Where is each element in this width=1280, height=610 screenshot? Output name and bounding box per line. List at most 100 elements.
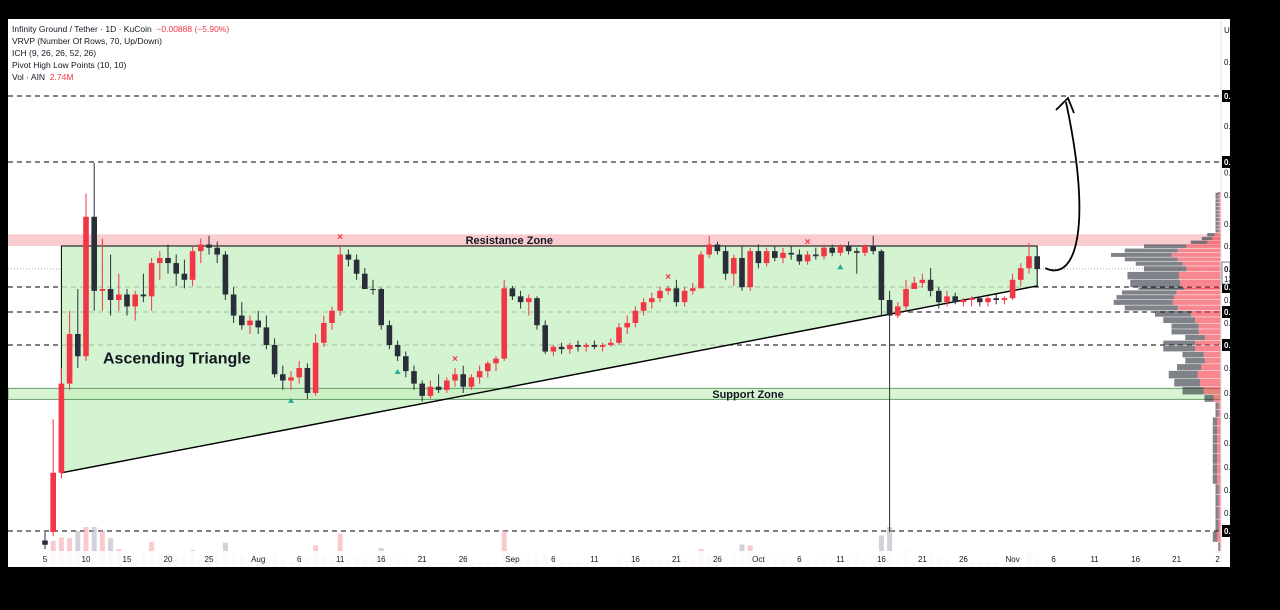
volume-profile-bar-down: [1215, 519, 1219, 532]
volume-profile-bar-down: [1155, 310, 1192, 317]
price-chart[interactable]: × × × × Resistance Zone Support Zone Ascendin…: [8, 19, 1230, 567]
candle-body: [911, 282, 917, 289]
legend-vol-value: 2.74M: [49, 72, 74, 82]
volume-profile-bar-down: [1215, 484, 1219, 495]
candle-body: [870, 246, 876, 252]
date-axis: 5 10 15 20 25 Aug 6 11 16 21 26 Sep 6 11 16 21 26 Oct 6 11 1…: [8, 551, 1221, 567]
volume-bar: [99, 531, 105, 567]
volume-profile-bar-up: [1218, 225, 1221, 229]
volume-profile-bar-up: [1195, 340, 1221, 346]
volume-profile-bar-down: [1215, 193, 1219, 195]
candle-body: [42, 540, 48, 545]
candle-body: [403, 356, 409, 372]
candle-body: [739, 257, 745, 288]
volume-profile-bar-down: [1163, 340, 1196, 346]
key-level-label: 0.13210: [1224, 283, 1230, 292]
date-tick-label: 21: [418, 555, 427, 564]
candle-body: [304, 368, 311, 393]
volume-profile-bar-down: [1144, 244, 1187, 249]
legend-ich[interactable]: ICH (9, 26, 26, 52, 26): [12, 48, 97, 58]
volume-profile-bar-up: [1218, 202, 1221, 207]
volume-profile-bar-down: [1135, 261, 1183, 266]
volume-profile-bar-up: [1219, 542, 1221, 553]
volume-bar: [91, 527, 97, 567]
volume-profile: [1111, 192, 1221, 553]
triangle-support-trendline: [61, 285, 1038, 474]
volume-profile-bar-down: [1163, 345, 1196, 352]
candle-body: [681, 290, 688, 303]
key-level-label: 0.21555: [1224, 158, 1230, 167]
volume-profile-bar-up: [1218, 193, 1221, 195]
volume-profile-bar-up: [1218, 494, 1221, 507]
candle-body: [706, 244, 712, 255]
volume-profile-bar-down: [1215, 192, 1219, 194]
volume-profile-bar-down: [1130, 279, 1181, 288]
volume-profile-bar-up: [1186, 266, 1221, 272]
candle-body: [107, 289, 114, 300]
candle-body: [599, 345, 606, 347]
candle-body: [337, 254, 343, 311]
candle-body: [936, 290, 942, 303]
candle-body: [583, 345, 589, 347]
support-zone: [8, 387, 1222, 400]
key-level-badge: [1222, 156, 1230, 168]
volume-profile-bar-up: [1217, 443, 1221, 454]
price-tick-label: 0.19000: [1224, 191, 1230, 200]
volume-profile-bar-down: [1215, 206, 1219, 210]
candle-body: [509, 288, 516, 297]
volume-profile-bar-down: [1174, 378, 1200, 387]
candle-body: [296, 368, 302, 378]
candle-body: [616, 327, 622, 343]
volume-profile-bar-down: [1212, 464, 1218, 474]
volume-profile-bar-up: [1195, 317, 1221, 324]
candle-body: [66, 334, 73, 384]
candle-body: [878, 251, 885, 300]
legend-pivot[interactable]: Pivot High Low Points (10, 10): [12, 60, 127, 70]
date-tick-label: 21: [1172, 555, 1181, 564]
volume-profile-bar-down: [1215, 217, 1219, 222]
candle-body: [731, 257, 737, 274]
candle-body: [132, 294, 138, 307]
volume-profile-bar-down: [1215, 494, 1219, 507]
volume-profile-bar-down: [1182, 351, 1204, 358]
pivot-high-marker: ×: [665, 272, 671, 283]
pivot-high-marker: ×: [452, 354, 458, 365]
date-tick-label: 26: [959, 555, 968, 564]
volume-profile-bar-up: [1204, 358, 1221, 364]
volume-profile-bar-up: [1176, 290, 1221, 295]
price-tick-label: 0.05400: [1224, 509, 1230, 518]
candle-body: [165, 257, 171, 264]
legend-vrvp[interactable]: VRVP (Number Of Rows, 70, Up/Down): [12, 36, 162, 46]
key-level-label: 0.10478: [1224, 341, 1230, 350]
volume-profile-bar-up: [1218, 409, 1221, 417]
date-tick-label: 6: [1051, 555, 1056, 564]
candles: [42, 163, 1040, 549]
volume-profile-bar-up: [1218, 519, 1221, 532]
candle-body: [821, 247, 827, 257]
volume-profile-bar-down: [1144, 266, 1187, 272]
volume-profile-bar-down: [1127, 271, 1179, 280]
candle-body: [665, 288, 671, 291]
candle-body: [280, 374, 286, 381]
date-tick-label: Nov: [1005, 555, 1019, 564]
candle-body: [427, 386, 434, 396]
volume-profile-bar-up: [1218, 402, 1221, 410]
volume-profile-bar-up: [1177, 305, 1221, 311]
volume-profile-bar-down: [1215, 195, 1219, 199]
volume-profile-bar-down: [1212, 434, 1218, 444]
date-tick-label: 2: [1215, 555, 1220, 564]
legend-vol[interactable]: Vol · AIN: [12, 72, 46, 82]
candle-body: [649, 298, 655, 303]
candle-body: [444, 380, 450, 390]
candle-body: [780, 252, 786, 258]
candle-body: [50, 472, 56, 532]
candle-body: [698, 254, 704, 289]
candle-body: [608, 342, 614, 345]
price-tick-label: 0.09500: [1224, 364, 1230, 373]
candle-body: [255, 320, 261, 328]
candle-body: [977, 298, 983, 303]
volume-profile-bar-up: [1198, 323, 1221, 329]
legend-symbol[interactable]: Infinity Ground / Tether · 1D · KuCoin: [12, 24, 152, 34]
date-tick-label: 16: [1131, 555, 1140, 564]
date-tick-label: 10: [82, 555, 91, 564]
